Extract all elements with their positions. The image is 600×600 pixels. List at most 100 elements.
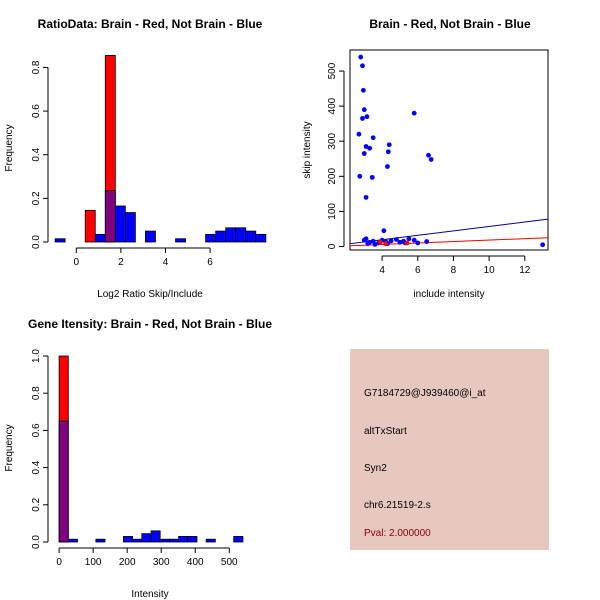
intensity-scatter-title: Brain - Red, Not Brain - Blue <box>369 17 531 31</box>
y-tick-label-0: 0.0 <box>31 535 42 549</box>
y-tick-label-0: 0 <box>327 243 338 249</box>
x-tick-label-1: 100 <box>85 557 102 568</box>
ratio-histogram-xlabel: Log2 Ratio Skip/Include <box>97 289 203 300</box>
bar-not-brain-4 <box>124 212 136 243</box>
x-tick-label-3: 6 <box>207 257 213 268</box>
point-not-brain-1 <box>360 63 365 69</box>
bar-not-brain-13 <box>178 536 189 543</box>
point-not-brain-12 <box>361 151 367 156</box>
point-not-brain-37 <box>365 241 371 247</box>
ratio-histogram-title: RatioData: Brain - Red, Not Brain - Blue <box>38 17 263 31</box>
x-tick-label-4: 400 <box>187 557 204 568</box>
gene-name: Syn2 <box>364 463 387 474</box>
bar-not-brain-0 <box>54 238 66 243</box>
x-tick-label-0: 0 <box>56 557 62 568</box>
x-tick-label-3: 10 <box>484 265 496 276</box>
point-not-brain-29 <box>393 237 399 242</box>
bar-not-brain-12 <box>168 538 179 543</box>
event-type: altTxStart <box>364 426 407 437</box>
x-tick-label-3: 300 <box>153 557 170 568</box>
bar-not-brain-10 <box>235 227 247 243</box>
ratio-histogram-ylabel: Frequency <box>4 124 15 171</box>
bar-not-brain-16 <box>205 538 216 543</box>
y-tick-label-5: 1.0 <box>31 349 42 363</box>
point-not-brain-6 <box>356 131 362 137</box>
y-tick-label-3: 0.6 <box>31 104 42 118</box>
intensity-scatter-ylabel: skip intensity <box>302 121 313 178</box>
y-tick-label-1: 0.2 <box>31 497 42 511</box>
fit-line-1 <box>349 237 549 247</box>
probe-id: G7184729@J939460@i_at <box>364 388 486 399</box>
ratio-histogram-plot: 0 2 4 6 0.0 0.2 0.4 0.6 0.8 <box>31 55 267 268</box>
info-panel: G7184729@J939460@i_at altTxStart Syn2 ch… <box>350 349 549 550</box>
intensity-scatter-xlabel: include intensity <box>413 289 484 300</box>
point-not-brain-7 <box>370 135 376 141</box>
bar-not-brain-9 <box>141 533 152 543</box>
bar-brain-0 <box>84 209 96 243</box>
point-not-brain-10 <box>386 142 392 148</box>
point-not-brain-22 <box>363 236 369 242</box>
bar-not-brain-11 <box>245 230 257 243</box>
y-tick-label-4: 0.8 <box>31 386 42 400</box>
y-tick-label-1: 100 <box>327 203 338 220</box>
info-panel-background <box>350 349 549 550</box>
point-brain-0 <box>377 239 383 245</box>
bar-not-brain-12 <box>255 233 267 243</box>
point-not-brain-32 <box>406 236 412 242</box>
x-tick-label-1: 6 <box>415 265 421 276</box>
genomic-location: chr6.21519-2.s <box>364 500 431 511</box>
bar-not-brain-8 <box>215 230 227 243</box>
y-tick-label-2: 0.4 <box>31 147 42 161</box>
point-brain-2 <box>404 240 410 246</box>
y-tick-label-2: 0.4 <box>31 460 42 474</box>
bar-not-brain-6 <box>175 238 186 243</box>
point-not-brain-18 <box>363 194 369 200</box>
y-tick-label-2: 200 <box>327 168 338 185</box>
x-tick-label-1: 2 <box>118 257 124 268</box>
point-not-brain-9 <box>367 145 373 151</box>
point-not-brain-5 <box>364 114 370 120</box>
ratio-histogram: RatioData: Brain - Red, Not Brain - Blue… <box>4 17 267 300</box>
point-not-brain-17 <box>369 174 375 180</box>
gene-intensity-histogram-plot: 0 100 200 300 400 500 0.0 0.2 0.4 0.6 0.8 1.0 <box>31 349 244 568</box>
point-not-brain-14 <box>428 157 434 162</box>
bar-not-brain-0 <box>58 420 69 543</box>
x-tick-label-0: 0 <box>74 257 80 268</box>
bar-not-brain-1 <box>67 538 78 543</box>
x-tick-label-0: 4 <box>379 265 385 276</box>
gene-intensity-histogram-title: Gene Itensity: Brain - Red, Not Brain - … <box>28 317 272 331</box>
y-tick-label-5: 500 <box>327 62 338 79</box>
bar-not-brain-4 <box>95 538 106 543</box>
point-not-brain-2 <box>360 87 366 93</box>
bar-not-brain-11 <box>159 538 170 543</box>
pval-text: Pval: 2.000000 <box>364 528 431 539</box>
intensity-scatter: Brain - Red, Not Brain - Blue 4 6 8 10 12 0 10… <box>302 17 549 300</box>
point-not-brain-28 <box>388 238 394 244</box>
point-not-brain-15 <box>385 164 390 169</box>
intensity-scatter-plot: 4 6 8 10 12 0 100 200 300 400 500 <box>327 54 549 276</box>
x-tick-label-2: 4 <box>163 257 169 268</box>
point-not-brain-0 <box>358 54 364 60</box>
bar-not-brain-2 <box>104 190 116 243</box>
point-not-brain-36 <box>540 242 546 248</box>
y-tick-label-0: 0.0 <box>31 235 42 249</box>
x-tick-label-2: 8 <box>451 265 457 276</box>
bar-not-brain-9 <box>225 227 237 243</box>
point-not-brain-38 <box>372 241 378 247</box>
x-tick-label-4: 12 <box>519 265 531 276</box>
point-not-brain-19 <box>411 110 417 116</box>
bar-not-brain-5 <box>145 230 156 243</box>
intensity-scatter-frame <box>349 49 549 251</box>
x-tick-label-5: 500 <box>221 557 238 568</box>
gene-intensity-histogram: Gene Itensity: Brain - Red, Not Brain - … <box>4 317 272 600</box>
y-tick-label-1: 0.2 <box>31 191 42 205</box>
point-not-brain-13 <box>426 152 431 158</box>
gene-intensity-histogram-xlabel: Intensity <box>131 589 168 600</box>
bar-not-brain-7 <box>205 233 217 243</box>
x-tick-label-2: 200 <box>119 557 136 568</box>
bar-not-brain-3 <box>114 205 126 243</box>
point-not-brain-16 <box>357 173 363 179</box>
y-tick-label-4: 0.8 <box>31 60 42 74</box>
bar-not-brain-19 <box>233 536 244 543</box>
